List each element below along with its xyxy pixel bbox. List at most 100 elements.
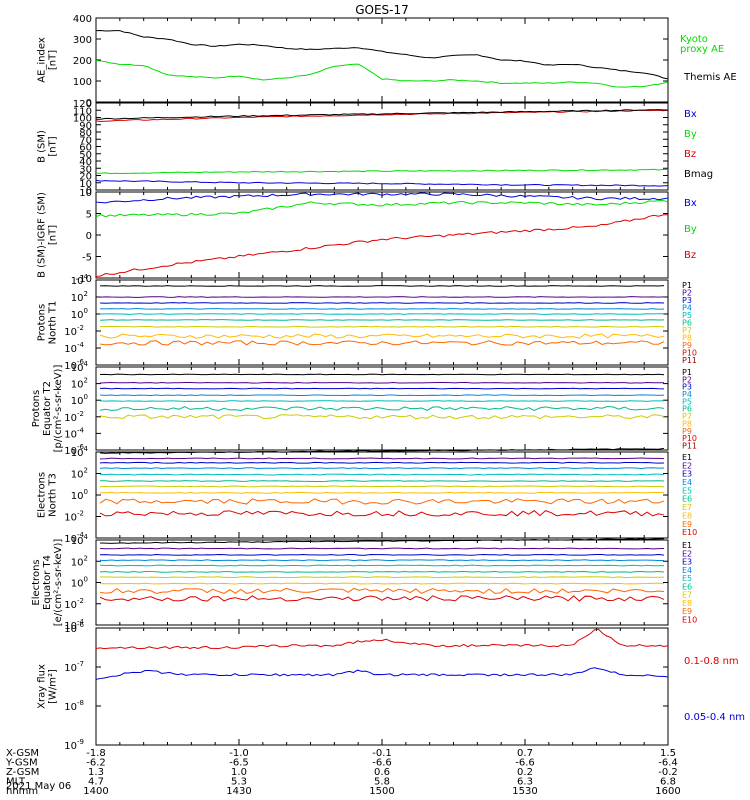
y-tick-exponent: 0 — [84, 393, 88, 401]
legend-entry-e2: E2 — [682, 549, 692, 558]
series-line-bx — [95, 179, 669, 187]
series-line-p3 — [99, 302, 665, 304]
x-axis-value: 1.5 — [660, 748, 676, 759]
series-line-e6 — [99, 480, 665, 482]
y-tick-label: 10 — [79, 179, 92, 190]
x-axis-value: -6.4 — [658, 758, 678, 769]
panel-frame — [95, 451, 669, 539]
legend-entry-e3: E3 — [682, 558, 692, 567]
series-line-p5 — [99, 400, 665, 402]
y-axis-label: Protons North T1 — [37, 301, 59, 345]
x-axis-value: 0.7 — [517, 748, 533, 759]
legend-entry: 0.1-0.8 nm — [684, 656, 739, 667]
legend-entry-e1: E1 — [682, 541, 692, 550]
y-tick-exponent: 2 — [84, 554, 88, 562]
y-tick-label: 102 — [71, 467, 88, 481]
panel-frame — [95, 627, 669, 746]
y-axis-label-line: Protons — [31, 390, 42, 427]
legend-entry-bz: Bz — [684, 149, 696, 160]
legend-entry-e3: E3 — [682, 470, 692, 479]
series-line-p7 — [99, 325, 665, 328]
y-tick-label: 0 — [86, 186, 92, 197]
x-axis-row-label: Y-GSM — [5, 758, 38, 769]
y-tick-exponent: -4 — [77, 426, 85, 434]
series-line-e8 — [99, 491, 665, 494]
series-line-bz — [95, 214, 669, 277]
y-tick-exponent: 2 — [84, 377, 88, 385]
x-axis-value: 5.8 — [374, 777, 390, 788]
y-tick-label: 100 — [71, 307, 88, 321]
y-tick-label: 104 — [71, 360, 89, 374]
series-line-p9 — [99, 340, 665, 346]
x-axis-row-label: X-GSM — [6, 748, 39, 759]
legend-entry-p7: P7 — [682, 326, 692, 335]
y-tick-label: 50 — [79, 150, 92, 161]
x-axis-value: 0.6 — [374, 767, 390, 778]
legend-entry-p10: P10 — [682, 349, 697, 358]
series-line-e6 — [99, 570, 665, 573]
legend-entry-p3: P3 — [682, 296, 692, 305]
series-line-p6 — [99, 406, 665, 412]
legend-entry-e10: E10 — [682, 528, 697, 537]
legend-entry-p3: P3 — [682, 383, 692, 392]
x-axis-value: 1.0 — [231, 767, 247, 778]
series-line-by — [95, 168, 669, 175]
y-axis-label-line: North T3 — [48, 473, 59, 517]
y-tick-label: 200 — [73, 56, 92, 67]
y-tick-exponent: -2 — [77, 597, 84, 605]
y-tick-label: 10-6 — [64, 621, 84, 635]
date-label: 2021 May 06 — [6, 781, 71, 792]
series-line-e9 — [99, 587, 665, 595]
y-tick-label: 400 — [73, 14, 92, 25]
y-tick-label: -10 — [76, 274, 92, 285]
y-axis-label: Electrons North T3 — [37, 472, 59, 518]
series-line-e8 — [99, 582, 665, 585]
y-tick-label: 10-9 — [64, 738, 84, 752]
x-axis-value: 1430 — [226, 786, 251, 797]
legend-entry-p2: P2 — [682, 289, 692, 298]
x-axis-value: -0.2 — [658, 767, 678, 778]
y-tick-label: 60 — [79, 143, 92, 154]
y-axis-label-line: Electrons — [31, 559, 42, 605]
series-line-kyoto-proxy-ae — [95, 59, 669, 88]
y-axis-label-line: [nT] — [48, 136, 59, 156]
legend-entry-e10: E10 — [682, 615, 697, 624]
y-tick-label: 102 — [71, 290, 88, 304]
series-line-e5 — [99, 473, 665, 476]
y-tick-exponent: 4 — [84, 273, 89, 281]
legend-entry-e4: E4 — [682, 566, 692, 575]
x-axis-value: 0.2 — [517, 767, 533, 778]
series-line-p5 — [99, 313, 665, 315]
series-line-bx — [95, 192, 669, 204]
x-axis-value: -6.2 — [86, 758, 106, 769]
y-tick-label: 10-8 — [64, 699, 84, 713]
legend-entry-p8: P8 — [682, 419, 692, 428]
x-axis-value: 5.3 — [231, 777, 247, 788]
y-axis-label: Protons Equator T2 [p/(cm²-s-sr-keV)] — [31, 365, 64, 453]
legend-entry-e9: E9 — [682, 520, 692, 529]
series-line-p2 — [99, 296, 665, 298]
y-axis-label-line: [p/(cm²-s-sr-keV)] — [53, 365, 64, 453]
y-tick-label: 104 — [71, 533, 89, 547]
panel-frame — [95, 17, 669, 103]
legend-entry-e7: E7 — [682, 503, 692, 512]
legend-entry-p11: P11 — [682, 356, 697, 365]
legend-entry-bx: Bx — [684, 198, 697, 209]
y-tick-exponent: -2 — [77, 510, 84, 518]
legend-entry-e4: E4 — [682, 478, 692, 487]
y-tick-exponent: -6 — [77, 358, 85, 366]
y-tick-exponent: -4 — [77, 341, 85, 349]
x-axis-value: -6.5 — [229, 758, 249, 769]
y-tick-label: 10 — [79, 188, 92, 199]
legend-entry-p7: P7 — [682, 412, 692, 421]
series-line-p4 — [99, 394, 665, 397]
x-axis-value: 4.7 — [88, 777, 104, 788]
y-tick-label: 110 — [73, 106, 92, 117]
legend-entry: Themis AE — [683, 72, 737, 83]
y-tick-label: 100 — [71, 393, 88, 407]
series-line-p2 — [99, 381, 665, 384]
y-tick-exponent: -4 — [77, 531, 85, 539]
legend-entry-p4: P4 — [682, 304, 692, 313]
